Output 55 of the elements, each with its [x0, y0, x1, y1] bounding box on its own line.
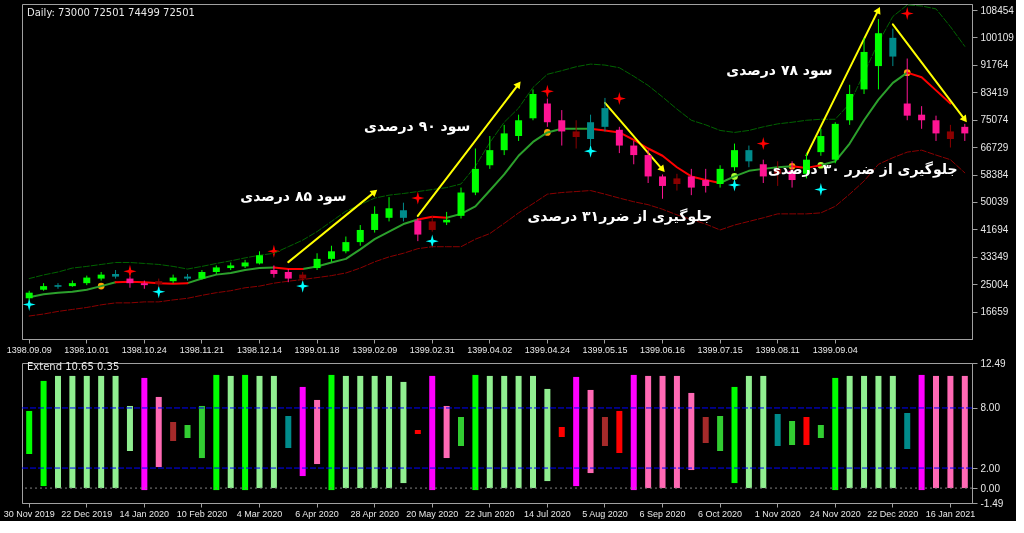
y-tick-label: 41694 [980, 223, 1009, 235]
y-tick-label: 58384 [980, 169, 1009, 181]
x-tick-label: 20 May 2020 [406, 508, 459, 519]
y-tick-label: 0.00 [980, 482, 1001, 494]
chart-title: Daily: 73000 72501 74499 72501 [27, 7, 195, 18]
x-tick-label: 6 Apr 2020 [295, 508, 339, 519]
x-tick-label: 1399.05.15 [582, 344, 628, 355]
y-tick-label: 8.00 [980, 402, 1001, 414]
x-tick-label: 22 Dec 2019 [61, 508, 113, 519]
y-tick-label: 33349 [980, 251, 1009, 263]
x-tick-label: 1399.04.24 [524, 344, 570, 355]
x-tick-label: 14 Jan 2020 [119, 508, 170, 519]
x-tick-label: 1399.07.15 [697, 344, 743, 355]
x-tick-label: 1398.09.09 [6, 344, 52, 355]
y-tick-label: 108454 [980, 4, 1015, 16]
y-tick-label: 83419 [980, 86, 1009, 98]
y-tick-label: 16659 [980, 306, 1009, 318]
y-tick-label: 75074 [980, 114, 1009, 126]
x-tick-label: 1398.10.24 [121, 344, 167, 355]
x-tick-label: 5 Aug 2020 [582, 508, 628, 519]
x-tick-label: 1398.11.21 [179, 344, 225, 355]
y-tick-label: -1.49 [980, 497, 1004, 509]
x-tick-label: 1399.08.11 [755, 344, 800, 355]
y-tick-label: 66729 [980, 141, 1009, 153]
x-tick-label: 1399.06.16 [640, 344, 686, 355]
chart-title: Extend 10.65 0.35 [27, 361, 120, 372]
y-tick-label: 2.00 [980, 462, 1001, 474]
x-tick-label: 4 Mar 2020 [236, 508, 283, 519]
y-tick-label: 91764 [980, 59, 1009, 71]
x-tick-label: 6 Oct 2020 [698, 508, 743, 519]
x-tick-label: 22 Jun 2020 [465, 508, 515, 519]
x-tick-label: 1399.02.09 [352, 344, 398, 355]
y-tick-label: 100109 [980, 31, 1015, 43]
x-tick-label: 1399.09.04 [812, 344, 858, 355]
annotation: سود ۹۰ درصدی [364, 117, 471, 135]
annotation: سود ۸۵ درصدی [240, 188, 347, 205]
y-tick-label: 25004 [980, 278, 1009, 290]
x-tick-label: 1399.02.31 [409, 344, 455, 355]
x-tick-label: 1 Nov 2020 [754, 508, 801, 519]
x-tick-label: 28 Apr 2020 [350, 508, 399, 519]
x-tick-label: 14 Jul 2020 [524, 508, 571, 519]
y-tick-label: 12.49 [980, 357, 1006, 369]
x-tick-label: 10 Feb 2020 [176, 508, 228, 519]
x-tick-label: 22 Dec 2020 [867, 508, 919, 519]
x-tick-label: 24 Nov 2020 [809, 508, 861, 519]
x-tick-label: 1399.04.02 [467, 344, 513, 355]
annotation: سود ۷۸ درصدی [726, 61, 833, 79]
x-tick-label: 1398.12.14 [236, 344, 283, 355]
x-tick-label: 6 Sep 2020 [639, 508, 686, 519]
x-tick-label: 1398.10.01 [64, 344, 110, 355]
annotation: جلوگیری از ضرر۳۱ درصدی [527, 208, 713, 226]
x-tick-label: 30 Nov 2019 [3, 508, 55, 519]
y-tick-label: 50039 [980, 196, 1009, 208]
x-tick-label: 1399.01.18 [294, 344, 340, 355]
x-tick-label: 16 Jan 2021 [925, 508, 976, 519]
